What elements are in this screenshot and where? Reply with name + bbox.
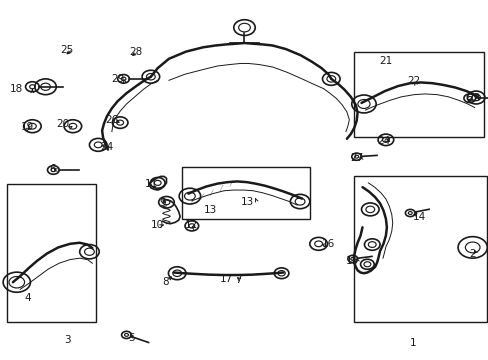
Text: 21: 21 bbox=[379, 56, 392, 66]
Text: 12: 12 bbox=[185, 220, 198, 230]
Bar bbox=[182, 167, 310, 220]
Bar bbox=[6, 184, 96, 321]
Text: 6: 6 bbox=[49, 164, 56, 174]
Text: 24: 24 bbox=[376, 136, 389, 146]
Text: 11: 11 bbox=[145, 179, 158, 189]
Text: 17: 17 bbox=[219, 274, 232, 284]
Bar bbox=[353, 51, 484, 137]
Text: 7: 7 bbox=[235, 275, 242, 285]
Text: 24: 24 bbox=[100, 142, 113, 152]
Text: 20: 20 bbox=[57, 120, 69, 129]
Text: 26: 26 bbox=[105, 115, 118, 125]
Text: 18: 18 bbox=[10, 84, 23, 94]
Text: 23: 23 bbox=[466, 93, 479, 103]
Text: 13: 13 bbox=[203, 206, 217, 216]
Text: 22: 22 bbox=[407, 76, 420, 86]
Text: 4: 4 bbox=[24, 293, 31, 303]
Text: 2: 2 bbox=[468, 248, 475, 258]
Text: 19: 19 bbox=[21, 122, 34, 132]
Text: 29: 29 bbox=[111, 74, 124, 84]
Text: 5: 5 bbox=[128, 333, 134, 343]
Text: 10: 10 bbox=[151, 220, 164, 230]
Text: 9: 9 bbox=[159, 198, 165, 208]
Bar bbox=[353, 176, 487, 321]
Text: 25: 25 bbox=[60, 45, 73, 55]
Text: 15: 15 bbox=[346, 256, 359, 266]
Text: 27: 27 bbox=[349, 153, 363, 163]
Text: 8: 8 bbox=[162, 277, 168, 287]
Text: 28: 28 bbox=[129, 46, 142, 57]
Text: 13: 13 bbox=[241, 197, 254, 207]
Text: 1: 1 bbox=[408, 338, 415, 348]
Text: 14: 14 bbox=[411, 212, 425, 221]
Text: 16: 16 bbox=[321, 239, 334, 249]
Text: 3: 3 bbox=[64, 334, 71, 345]
